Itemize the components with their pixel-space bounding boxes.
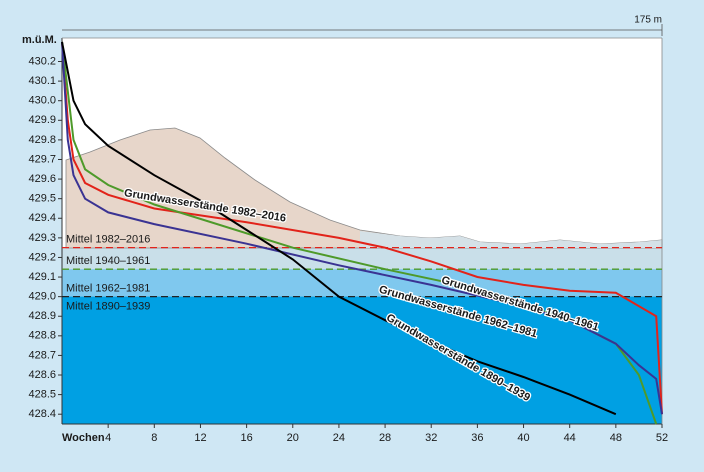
- x-tick-label: 16: [240, 432, 252, 444]
- reference-label: Mittel 1982–2016: [66, 234, 150, 246]
- y-tick-label: 429.1: [28, 271, 56, 283]
- y-tick-label: 428.7: [28, 349, 56, 361]
- series-line: [61, 41, 658, 425]
- y-tick-label: 429.0: [28, 291, 56, 303]
- x-tick-label: 36: [471, 432, 483, 444]
- x-tick-label: 12: [194, 432, 206, 444]
- y-tick-label: 429.9: [28, 114, 56, 126]
- y-tick-label: 428.4: [28, 408, 56, 420]
- y-tick-label: 428.9: [28, 310, 56, 322]
- series-line: [61, 41, 663, 415]
- reference-label: Mittel 1890–1939: [66, 301, 150, 313]
- y-tick-label: 429.5: [28, 193, 56, 205]
- y-tick-label: 429.6: [28, 173, 56, 185]
- x-tick-label: 20: [287, 432, 299, 444]
- x-tick-label: 52: [656, 432, 668, 444]
- y-axis-label: m.ü.M.: [22, 34, 57, 46]
- y-tick-label: 429.3: [28, 232, 56, 244]
- x-tick-label: 48: [610, 432, 622, 444]
- x-tick-label: 32: [425, 432, 437, 444]
- series-line: [61, 41, 663, 415]
- y-tick-label: 430.2: [28, 55, 56, 67]
- x-tick-label: 8: [151, 432, 157, 444]
- distance-label: 175 m: [634, 15, 662, 26]
- y-tick-label: 430.0: [28, 95, 56, 107]
- y-tick-label: 429.2: [28, 251, 56, 263]
- x-tick-label: 4: [105, 432, 111, 444]
- x-axis-label: Wochen: [62, 432, 105, 444]
- terrain-right: [360, 231, 662, 248]
- x-tick-label: 40: [517, 432, 529, 444]
- y-tick-label: 429.4: [28, 212, 56, 224]
- x-tick-label: 28: [379, 432, 391, 444]
- series-line: [61, 41, 617, 416]
- x-tick-label: 44: [564, 432, 576, 444]
- reference-label: Mittel 1940–1961: [66, 255, 150, 267]
- y-tick-label: 429.7: [28, 153, 56, 165]
- y-tick-label: 430.1: [28, 75, 56, 87]
- y-tick-label: 429.8: [28, 134, 56, 146]
- y-tick-label: 428.5: [28, 389, 56, 401]
- x-tick-label: 24: [333, 432, 345, 444]
- reference-label: Mittel 1962–1981: [66, 283, 150, 295]
- y-tick-label: 428.6: [28, 369, 56, 381]
- y-tick-label: 428.8: [28, 330, 56, 342]
